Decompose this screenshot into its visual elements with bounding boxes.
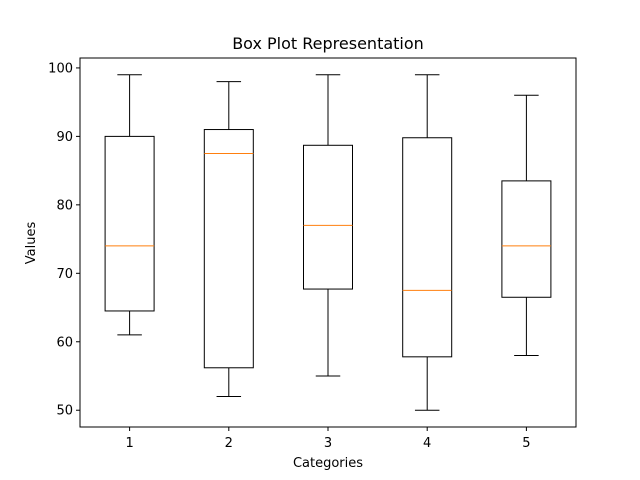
- y-axis: 50 60 70 80 90 100: [48, 61, 80, 419]
- box-2: [203, 81, 254, 398]
- y-axis-label: Values: [24, 222, 39, 265]
- boxes-layer: [104, 74, 552, 411]
- y-tick-label: 90: [56, 130, 73, 145]
- box-4: [402, 74, 453, 411]
- box-3: [303, 74, 353, 377]
- x-axis-label: Categories: [293, 456, 363, 471]
- iqr-box: [203, 129, 254, 369]
- x-tick-label: 2: [225, 436, 233, 451]
- y-tick-label: 70: [56, 267, 73, 282]
- x-tick-label: 5: [522, 436, 530, 451]
- x-tick-label: 4: [423, 436, 431, 451]
- y-tick-label: 60: [56, 335, 73, 350]
- x-tick-label: 3: [324, 436, 332, 451]
- iqr-box: [104, 135, 155, 312]
- x-tick-label: 1: [125, 436, 133, 451]
- iqr-box: [501, 180, 552, 298]
- iqr-box: [303, 144, 353, 290]
- x-axis: 1 2 3 4 5: [125, 427, 531, 451]
- chart-title: Box Plot Representation: [232, 34, 424, 53]
- y-tick-label: 50: [56, 404, 73, 419]
- iqr-box: [402, 137, 453, 358]
- y-tick-label: 80: [56, 198, 73, 213]
- y-tick-label: 100: [48, 61, 73, 76]
- box-5: [501, 94, 552, 356]
- box-1: [104, 74, 155, 336]
